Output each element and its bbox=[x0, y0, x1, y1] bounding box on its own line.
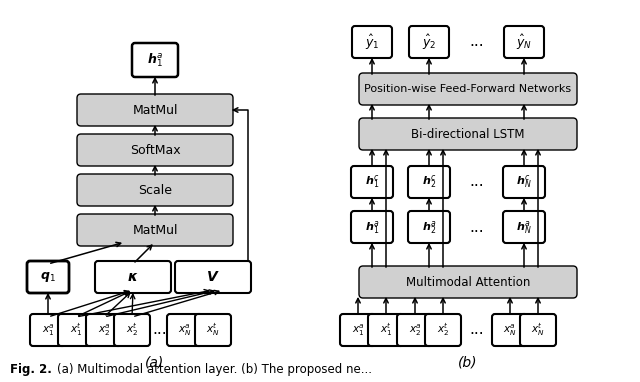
FancyBboxPatch shape bbox=[359, 118, 577, 150]
FancyBboxPatch shape bbox=[503, 166, 545, 198]
Text: $\boldsymbol{V}$: $\boldsymbol{V}$ bbox=[206, 270, 220, 284]
Text: $\hat{y}_N$: $\hat{y}_N$ bbox=[516, 32, 532, 52]
FancyBboxPatch shape bbox=[58, 314, 94, 346]
FancyBboxPatch shape bbox=[340, 314, 376, 346]
Text: ...: ... bbox=[470, 322, 484, 338]
Text: $\hat{y}_1$: $\hat{y}_1$ bbox=[365, 32, 380, 52]
Text: ...: ... bbox=[470, 34, 484, 50]
Text: $\boldsymbol{h}_1^c$: $\boldsymbol{h}_1^c$ bbox=[365, 173, 379, 191]
Text: Scale: Scale bbox=[138, 183, 172, 196]
Text: $\boldsymbol{h}_N^c$: $\boldsymbol{h}_N^c$ bbox=[516, 173, 532, 191]
FancyBboxPatch shape bbox=[27, 261, 69, 293]
Text: $x_1^t$: $x_1^t$ bbox=[380, 322, 392, 338]
Text: $x_2^t$: $x_2^t$ bbox=[437, 322, 449, 338]
FancyBboxPatch shape bbox=[352, 26, 392, 58]
FancyBboxPatch shape bbox=[425, 314, 461, 346]
Text: (b): (b) bbox=[458, 355, 477, 369]
FancyBboxPatch shape bbox=[95, 261, 171, 293]
Text: (a) Multimodal attention layer. (b) The proposed ne...: (a) Multimodal attention layer. (b) The … bbox=[57, 363, 372, 376]
FancyBboxPatch shape bbox=[175, 261, 251, 293]
Text: Position-wise Feed-Forward Networks: Position-wise Feed-Forward Networks bbox=[364, 84, 572, 94]
Text: $x_N^a$: $x_N^a$ bbox=[503, 322, 517, 338]
Text: $x_2^t$: $x_2^t$ bbox=[126, 322, 138, 338]
FancyBboxPatch shape bbox=[77, 134, 233, 166]
Text: Bi-directional LSTM: Bi-directional LSTM bbox=[412, 128, 525, 141]
FancyBboxPatch shape bbox=[351, 166, 393, 198]
Text: ...: ... bbox=[470, 175, 484, 189]
FancyBboxPatch shape bbox=[86, 314, 122, 346]
FancyBboxPatch shape bbox=[504, 26, 544, 58]
FancyBboxPatch shape bbox=[77, 214, 233, 246]
Text: ...: ... bbox=[470, 220, 484, 235]
FancyBboxPatch shape bbox=[114, 314, 150, 346]
Text: $x_N^t$: $x_N^t$ bbox=[531, 322, 545, 338]
FancyBboxPatch shape bbox=[492, 314, 528, 346]
Text: Multimodal Attention: Multimodal Attention bbox=[406, 275, 530, 288]
FancyBboxPatch shape bbox=[359, 266, 577, 298]
Text: SoftMax: SoftMax bbox=[130, 144, 180, 157]
Text: $\boldsymbol{h}_2^a$: $\boldsymbol{h}_2^a$ bbox=[422, 219, 436, 235]
Text: $\boldsymbol{h}_N^a$: $\boldsymbol{h}_N^a$ bbox=[516, 219, 532, 235]
Text: Fig. 2.: Fig. 2. bbox=[10, 363, 52, 376]
FancyBboxPatch shape bbox=[77, 94, 233, 126]
Text: $x_1^a$: $x_1^a$ bbox=[42, 322, 54, 338]
Text: $x_2^a$: $x_2^a$ bbox=[408, 322, 421, 338]
FancyBboxPatch shape bbox=[409, 26, 449, 58]
FancyBboxPatch shape bbox=[503, 211, 545, 243]
Text: $\boldsymbol{h}_1^a$: $\boldsymbol{h}_1^a$ bbox=[147, 51, 163, 69]
Text: MatMul: MatMul bbox=[132, 104, 178, 117]
FancyBboxPatch shape bbox=[397, 314, 433, 346]
Text: $x_2^a$: $x_2^a$ bbox=[97, 322, 111, 338]
Text: $x_N^t$: $x_N^t$ bbox=[206, 322, 220, 338]
FancyBboxPatch shape bbox=[368, 314, 404, 346]
FancyBboxPatch shape bbox=[408, 166, 450, 198]
Text: $\boldsymbol{h}_2^c$: $\boldsymbol{h}_2^c$ bbox=[422, 173, 436, 191]
FancyBboxPatch shape bbox=[408, 211, 450, 243]
Text: $\hat{y}_2$: $\hat{y}_2$ bbox=[422, 32, 436, 52]
Text: $x_1^a$: $x_1^a$ bbox=[351, 322, 364, 338]
Text: (a): (a) bbox=[145, 355, 164, 369]
FancyBboxPatch shape bbox=[132, 43, 178, 77]
FancyBboxPatch shape bbox=[520, 314, 556, 346]
FancyBboxPatch shape bbox=[77, 174, 233, 206]
FancyBboxPatch shape bbox=[351, 211, 393, 243]
Text: ...: ... bbox=[153, 322, 167, 338]
FancyBboxPatch shape bbox=[359, 73, 577, 105]
Text: $\boldsymbol{q}_1$: $\boldsymbol{q}_1$ bbox=[40, 270, 56, 284]
FancyBboxPatch shape bbox=[195, 314, 231, 346]
Text: MatMul: MatMul bbox=[132, 223, 178, 236]
Text: $\boldsymbol{h}_1^a$: $\boldsymbol{h}_1^a$ bbox=[365, 219, 379, 235]
FancyBboxPatch shape bbox=[30, 314, 66, 346]
Text: $\boldsymbol{\kappa}$: $\boldsymbol{\kappa}$ bbox=[127, 270, 139, 284]
FancyBboxPatch shape bbox=[167, 314, 203, 346]
Text: $x_N^a$: $x_N^a$ bbox=[178, 322, 192, 338]
Text: $x_1^t$: $x_1^t$ bbox=[70, 322, 82, 338]
